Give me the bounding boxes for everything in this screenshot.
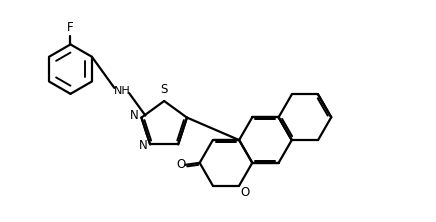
Text: N: N (139, 139, 148, 153)
Text: O: O (240, 186, 249, 198)
Text: S: S (160, 83, 168, 96)
Text: O: O (176, 158, 185, 170)
Text: N: N (130, 109, 139, 123)
Text: F: F (67, 22, 74, 34)
Text: NH: NH (114, 86, 131, 96)
